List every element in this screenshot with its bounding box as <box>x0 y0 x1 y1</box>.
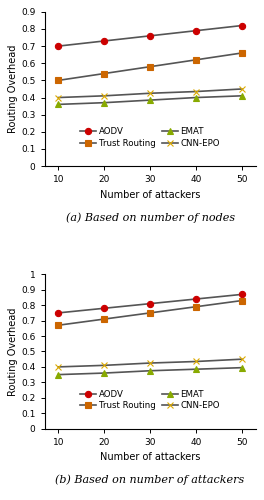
X-axis label: Number of attackers: Number of attackers <box>100 190 200 200</box>
Legend: AODV, Trust Routing, EMAT, CNN-EPO: AODV, Trust Routing, EMAT, CNN-EPO <box>79 388 221 412</box>
Legend: AODV, Trust Routing, EMAT, CNN-EPO: AODV, Trust Routing, EMAT, CNN-EPO <box>79 126 221 150</box>
Text: (b) Based on number of attackers: (b) Based on number of attackers <box>55 475 245 486</box>
Text: (a) Based on number of nodes: (a) Based on number of nodes <box>65 212 235 223</box>
Y-axis label: Routing Overhead: Routing Overhead <box>8 308 18 396</box>
X-axis label: Number of attackers: Number of attackers <box>100 452 200 462</box>
Y-axis label: Routing Overhead: Routing Overhead <box>8 45 18 133</box>
